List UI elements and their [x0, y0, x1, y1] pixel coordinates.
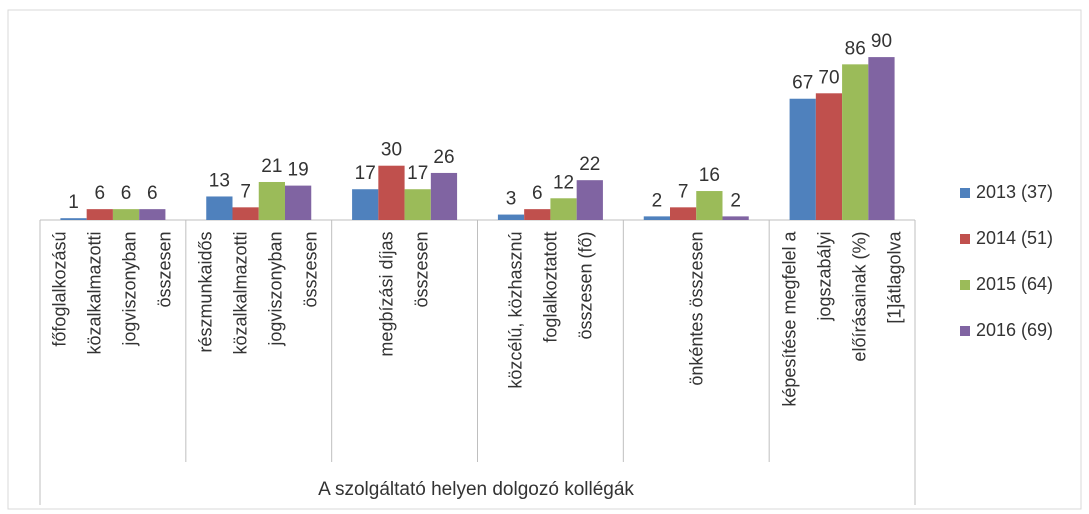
data-label: 1: [68, 192, 79, 213]
bar: [643, 216, 670, 220]
bar: [868, 57, 895, 220]
data-label: 13: [209, 170, 230, 191]
x-tick-label-text: képesítése megfelel a jogszabályi előírá…: [779, 231, 905, 407]
chart-frame: [7, 9, 1082, 510]
bar: [139, 209, 166, 220]
data-label: 7: [240, 181, 251, 202]
legend-marker: [960, 280, 970, 290]
bar: [404, 189, 431, 220]
x-tick-label-text: közcélú, közhasznú foglalkoztatott össze…: [504, 231, 595, 389]
data-label: 7: [678, 181, 689, 202]
data-label: 26: [433, 147, 454, 168]
legend-marker: [960, 188, 970, 198]
x-tick-label-text: önkéntes összesen: [685, 231, 706, 386]
bar: [550, 198, 577, 220]
bar: [112, 209, 140, 220]
x-tick-label: képesítése megfelel a jogszabályi előírá…: [769, 228, 915, 463]
data-label: 22: [579, 154, 600, 175]
data-label: 70: [818, 67, 839, 88]
x-tick-label: megbízási díjas összesen: [332, 228, 478, 463]
data-label: 21: [261, 156, 282, 177]
bar: [430, 172, 458, 220]
x-tick-label-text: főfoglalkozású közalkalmazotti jogviszon…: [49, 231, 175, 355]
data-label: 17: [407, 163, 428, 184]
bar: [696, 191, 723, 220]
bar: [206, 196, 233, 220]
bar: [576, 180, 603, 220]
data-label: 17: [355, 163, 376, 184]
data-label: 19: [288, 160, 309, 181]
legend-marker: [960, 326, 970, 336]
x-axis-title: A szolgáltató helyen dolgozó kollégák: [318, 479, 634, 500]
bar: [86, 209, 113, 220]
bar: [285, 185, 312, 220]
x-tick-label-text: részmunkaidős közalkalmazotti jogviszony…: [195, 231, 321, 355]
bar: [524, 209, 551, 220]
data-label: 86: [845, 38, 866, 59]
data-label: 30: [381, 140, 402, 161]
data-label: 2: [730, 190, 741, 211]
x-tick-label: közcélú, közhasznú foglalkoztatott össze…: [477, 228, 623, 463]
bar: [722, 216, 749, 220]
bar: [232, 207, 259, 220]
data-label: 12: [553, 172, 574, 193]
data-label: 6: [147, 183, 158, 204]
data-label: 6: [95, 183, 106, 204]
bar: [815, 93, 843, 220]
legend-marker: [960, 234, 970, 244]
bar: [352, 189, 379, 220]
data-label: 3: [506, 189, 517, 210]
data-label: 6: [121, 183, 132, 204]
data-label: 16: [699, 165, 720, 186]
x-tick-label-text: megbízási díjas összesen: [376, 231, 432, 357]
bar: [60, 218, 87, 220]
data-label: 6: [532, 183, 543, 204]
bar: [258, 181, 285, 220]
data-label: 67: [792, 73, 813, 94]
bar: [842, 64, 869, 220]
legend-label: 2015 (64): [976, 274, 1053, 294]
x-tick-label: önkéntes összesen: [623, 228, 769, 463]
bar: [789, 98, 816, 220]
data-label: 90: [871, 31, 892, 52]
legend-label: 2013 (37): [976, 182, 1053, 202]
bar: [670, 207, 697, 220]
legend-label: 2014 (51): [976, 228, 1053, 248]
bar: [497, 214, 525, 220]
data-label: 2: [652, 190, 663, 211]
bar: [378, 165, 405, 220]
x-tick-label: főfoglalkozású közalkalmazotti jogviszon…: [40, 228, 186, 463]
x-tick-label: részmunkaidős közalkalmazotti jogviszony…: [186, 228, 332, 463]
legend-label: 2016 (69): [976, 320, 1053, 340]
